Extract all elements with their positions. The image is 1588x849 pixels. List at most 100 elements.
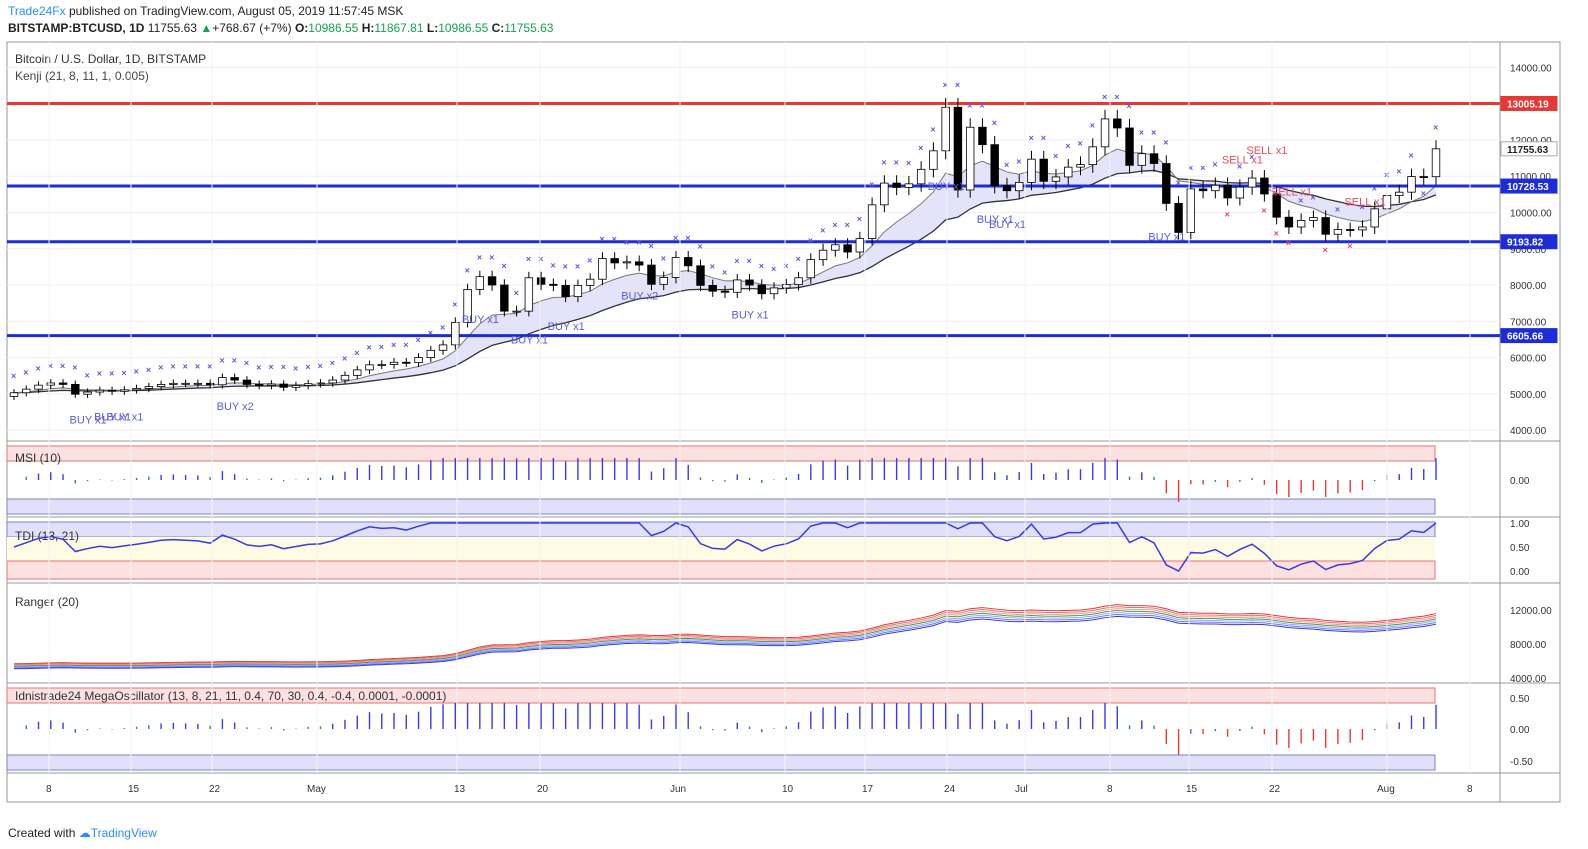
buy-signal-label: BUY x1 [94,412,131,424]
signal-x-marker: × [624,238,629,248]
signal-x-marker: × [1127,101,1132,111]
candle-body [144,386,154,389]
buy-signal-label: BUY x1 [989,219,1026,231]
candle-body [990,144,999,187]
candle-body [818,249,828,261]
signal-x-marker: × [1359,202,1364,212]
candle-body [978,126,987,146]
signal-x-marker: × [1310,192,1315,202]
signal-x-marker: × [1225,210,1230,220]
candle-body [242,379,252,385]
candle-body [1321,217,1330,235]
signal-x-marker: × [832,220,837,230]
candle-body [316,382,325,385]
time-tick-label: May [307,784,326,795]
signal-x-marker: × [1102,92,1107,102]
last-price: 11755.63 [147,21,197,35]
price-tag [1500,234,1558,250]
signal-x-marker: × [1249,152,1254,162]
tradingview-brand[interactable]: TradingView [90,826,157,840]
candle-body [46,382,55,386]
candle-body [671,257,681,278]
candle-body [1395,191,1404,196]
buy-signal-label: BUY x1 [70,414,107,426]
signal-x-marker: × [1408,151,1413,161]
signal-x-marker: × [23,367,28,377]
signal-x-marker: × [1176,178,1181,188]
candle-body [1174,203,1183,233]
ranger-band-line [13,611,1437,668]
price-tick-label: 7000.00 [1510,317,1547,328]
signal-x-marker: × [955,80,960,90]
time-tick-label: Jun [670,784,686,795]
candle-body [1186,188,1196,233]
candle-body [696,265,705,286]
mega-title: Idnistrade24 MegaOscillator (13, 8, 21, … [15,689,446,703]
tdi-line [13,522,1437,572]
signal-x-marker: × [759,261,764,271]
main-chart-title: Bitcoin / U.S. Dollar, 1D, BITSTAMP [15,52,206,66]
price-tick-label: 9000.00 [1510,245,1547,256]
candle-body [1064,166,1073,178]
signal-x-marker: × [391,340,396,350]
signal-x-marker: × [379,342,384,352]
close-value: 11755.63 [504,21,554,35]
signal-x-marker: × [722,268,727,278]
candle-body [1333,229,1343,235]
signal-x-marker: × [1053,151,1058,161]
signal-x-marker: × [465,266,470,276]
candle-body [1431,148,1441,178]
time-tick-label: 22 [209,784,221,795]
signal-x-marker: × [771,264,776,274]
candle-body [279,383,288,388]
candle-body [1002,185,1012,192]
candle-body [402,361,411,364]
candle-body [598,258,607,280]
signal-x-marker: × [11,371,16,381]
signal-x-marker: × [587,255,592,265]
candle-body [1272,193,1281,218]
candle-body [132,388,141,391]
price-tag [1500,328,1558,344]
signal-x-marker: × [219,356,224,366]
signal-x-marker: × [1016,157,1021,167]
candle-body [892,182,901,188]
signal-x-marker: × [1212,159,1217,169]
candle-body [438,344,448,351]
signal-x-marker: × [967,100,972,110]
price-tick-label: 10000.00 [1510,208,1552,219]
time-tick-label: 17 [862,784,874,795]
candle-body [769,287,779,295]
buy-signal-label: BUY x1 [1148,231,1185,243]
buy-signal-label: BUY x1 [462,314,499,326]
candle-body [340,374,350,381]
candle-body [647,264,656,285]
signal-x-marker: × [489,253,494,263]
buy-signal-label: BUY x1 [511,335,548,347]
candle-body [549,283,558,286]
pane-tick-label: 0.00 [1510,725,1530,736]
signal-x-marker: × [673,233,678,243]
publisher-name[interactable]: Trade24Fx [8,4,66,18]
candle-body [512,310,521,313]
signal-x-marker: × [1274,228,1279,238]
candle-body [806,259,816,279]
candle-body [71,384,80,395]
candle-body [463,288,472,323]
signal-x-marker: × [1151,127,1156,137]
signal-x-marker: × [563,262,568,272]
candle-body [414,357,423,364]
footer: Created with ☁TradingView [8,826,157,840]
sell-signal-label: SELL x1 [1246,145,1287,157]
candle-body [585,278,595,286]
signal-x-marker: × [403,340,408,350]
price-tag [1500,95,1558,111]
sell-signal-label: SELL x1 [1344,197,1385,209]
change-text: +768.67 (+7%) [212,21,292,35]
candle-body [794,277,803,286]
candle-body [95,389,105,393]
tradingview-logo-icon[interactable]: ☁ [78,826,91,840]
price-tick-label: 8000.00 [1510,281,1547,292]
candle-body [1149,153,1159,164]
